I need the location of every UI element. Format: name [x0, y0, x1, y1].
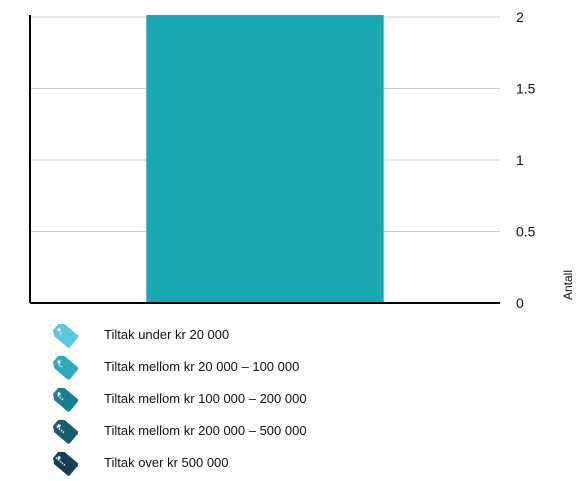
legend-item: Tiltak over kr 500 000 [50, 446, 307, 478]
legend-item: Tiltak mellom kr 100 000 – 200 000 [50, 382, 307, 414]
y-tick-label: 1 [516, 152, 524, 168]
legend: Tiltak under kr 20 000 Tiltak mellom kr 2… [50, 318, 307, 478]
legend-label: Tiltak mellom kr 20 000 – 100 000 [104, 358, 300, 374]
legend-label: Tiltak over kr 500 000 [104, 454, 229, 470]
price-tag-icon [50, 352, 79, 380]
price-tag-icon [50, 416, 79, 444]
y-tick-label: 0 [516, 295, 524, 311]
y-tick-label: 1.5 [516, 81, 536, 97]
price-tag-icon [50, 448, 79, 476]
legend-item: Tiltak mellom kr 200 000 – 500 000 [50, 414, 307, 446]
price-tag-icon [50, 384, 79, 412]
bars [146, 15, 384, 303]
y-axis-title: Antall [561, 270, 575, 300]
bar-chart: 0 0.5 1 1.5 2 Antall [29, 9, 575, 311]
y-tick-label: 2 [516, 9, 524, 25]
legend-item: Tiltak mellom kr 20 000 – 100 000 [50, 350, 307, 382]
legend-label: Tiltak mellom kr 200 000 – 500 000 [104, 422, 307, 438]
y-tick-labels: 0 0.5 1 1.5 2 [516, 9, 536, 311]
bar [146, 15, 384, 303]
legend-label: Tiltak mellom kr 100 000 – 200 000 [104, 390, 307, 406]
legend-item: Tiltak under kr 20 000 [50, 318, 307, 350]
legend-label: Tiltak under kr 20 000 [104, 326, 230, 342]
y-tick-label: 0.5 [516, 224, 536, 240]
price-tag-icon [50, 320, 79, 348]
